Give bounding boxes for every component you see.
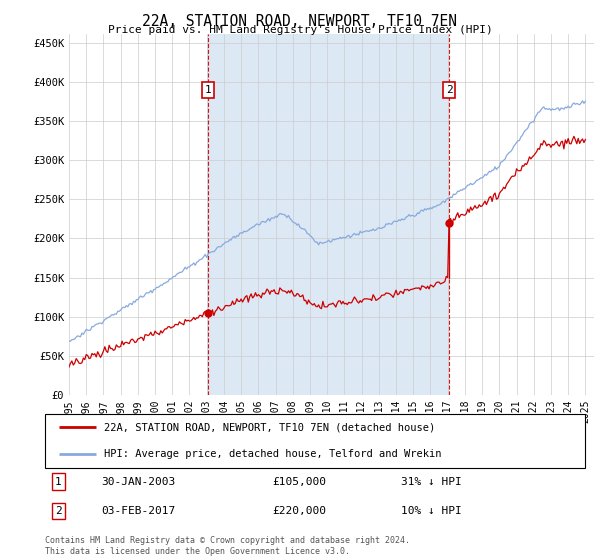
Text: 1: 1 (55, 477, 62, 487)
Text: 31% ↓ HPI: 31% ↓ HPI (401, 477, 462, 487)
Text: 30-JAN-2003: 30-JAN-2003 (101, 477, 176, 487)
Bar (208, 34, 449, 395)
FancyBboxPatch shape (45, 414, 585, 468)
Text: 22A, STATION ROAD, NEWPORT, TF10 7EN (detached house): 22A, STATION ROAD, NEWPORT, TF10 7EN (de… (104, 422, 436, 432)
Text: 22A, STATION ROAD, NEWPORT, TF10 7EN: 22A, STATION ROAD, NEWPORT, TF10 7EN (143, 14, 458, 29)
Text: £220,000: £220,000 (272, 506, 326, 516)
Text: 10% ↓ HPI: 10% ↓ HPI (401, 506, 462, 516)
Text: HPI: Average price, detached house, Telford and Wrekin: HPI: Average price, detached house, Telf… (104, 449, 442, 459)
Text: 1: 1 (205, 85, 211, 95)
Text: Contains HM Land Registry data © Crown copyright and database right 2024.
This d: Contains HM Land Registry data © Crown c… (45, 536, 410, 556)
Text: Price paid vs. HM Land Registry's House Price Index (HPI): Price paid vs. HM Land Registry's House … (107, 25, 493, 35)
Text: 2: 2 (446, 85, 452, 95)
Text: 03-FEB-2017: 03-FEB-2017 (101, 506, 176, 516)
Text: 2: 2 (55, 506, 62, 516)
Text: £105,000: £105,000 (272, 477, 326, 487)
